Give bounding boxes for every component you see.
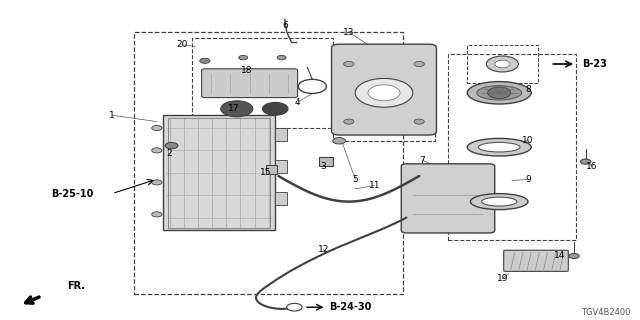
Ellipse shape	[478, 142, 520, 152]
Circle shape	[152, 125, 162, 131]
Text: 2: 2	[167, 149, 172, 158]
Circle shape	[200, 58, 210, 63]
Text: B-25-10: B-25-10	[51, 188, 93, 199]
Circle shape	[277, 55, 286, 60]
Circle shape	[221, 101, 253, 117]
Text: TGV4B2400: TGV4B2400	[581, 308, 630, 317]
Text: 18: 18	[241, 66, 252, 75]
Ellipse shape	[477, 86, 522, 100]
Bar	[333, 45, 435, 141]
Text: 20: 20	[177, 40, 188, 49]
Circle shape	[152, 212, 162, 217]
Text: 12: 12	[317, 245, 329, 254]
Circle shape	[333, 138, 346, 144]
Text: 10: 10	[522, 136, 534, 145]
Bar	[467, 45, 538, 83]
Circle shape	[486, 56, 518, 72]
Circle shape	[165, 142, 178, 149]
Circle shape	[152, 180, 162, 185]
Text: 13: 13	[343, 28, 355, 36]
Bar	[192, 38, 333, 128]
Bar	[275, 192, 287, 205]
Circle shape	[368, 85, 400, 101]
Text: 3: 3	[321, 162, 326, 171]
Text: B-23: B-23	[582, 59, 607, 69]
Ellipse shape	[470, 194, 528, 210]
Circle shape	[239, 55, 248, 60]
FancyBboxPatch shape	[202, 69, 298, 98]
Bar	[275, 160, 287, 173]
Circle shape	[488, 87, 511, 99]
Text: FR.: FR.	[67, 281, 85, 291]
Text: 19: 19	[497, 274, 508, 283]
Bar	[134, 32, 403, 294]
Circle shape	[414, 61, 424, 67]
Circle shape	[287, 303, 302, 311]
Circle shape	[262, 102, 288, 115]
Ellipse shape	[481, 197, 517, 206]
Circle shape	[344, 119, 354, 124]
Ellipse shape	[467, 82, 531, 104]
Text: 11: 11	[369, 181, 380, 190]
Circle shape	[569, 253, 579, 259]
Bar	[168, 118, 270, 228]
Bar	[448, 54, 576, 240]
Text: 8: 8	[525, 85, 531, 94]
Circle shape	[580, 159, 591, 164]
FancyBboxPatch shape	[401, 164, 495, 233]
Text: 9: 9	[525, 175, 531, 184]
Circle shape	[344, 61, 354, 67]
Text: 6: 6	[282, 21, 287, 30]
Circle shape	[495, 60, 510, 68]
Circle shape	[414, 119, 424, 124]
Circle shape	[355, 78, 413, 107]
Circle shape	[152, 148, 162, 153]
Text: 16: 16	[586, 162, 598, 171]
FancyBboxPatch shape	[163, 115, 275, 230]
Text: 5: 5	[353, 175, 358, 184]
FancyBboxPatch shape	[332, 44, 436, 135]
Bar	[275, 128, 287, 141]
FancyBboxPatch shape	[504, 250, 568, 271]
Text: 1: 1	[109, 111, 115, 120]
Text: 17: 17	[228, 104, 239, 113]
Bar	[319, 157, 333, 166]
Text: B-24-30: B-24-30	[330, 302, 372, 312]
Bar	[266, 165, 277, 174]
Text: 15: 15	[260, 168, 271, 177]
Text: 4: 4	[295, 98, 300, 107]
Text: 14: 14	[554, 252, 566, 260]
Text: 7: 7	[420, 156, 425, 164]
Ellipse shape	[467, 138, 531, 156]
